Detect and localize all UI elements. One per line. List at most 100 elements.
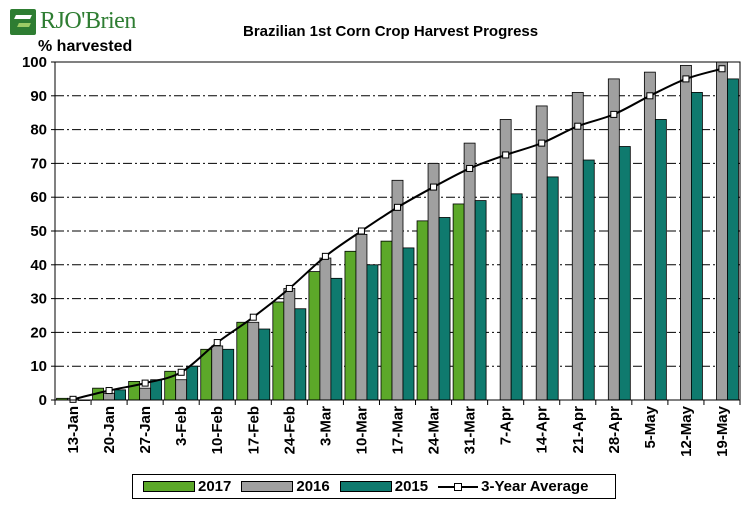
bar-2015-21-Apr (582, 159, 595, 401)
bar-2015-7-Apr (510, 193, 523, 401)
point-3-year-average-10-Feb (213, 339, 221, 347)
bar-2015-12-May (691, 92, 703, 401)
legend-label-2017: 2017 (198, 478, 232, 495)
bar-2016-24-Mar (427, 162, 440, 401)
bar-2016-27-Jan (139, 387, 152, 401)
x-tick-label-10-Feb: 10-Feb (209, 406, 226, 454)
bar-2015-17-Mar (402, 247, 415, 401)
bar-2015-3-Feb (186, 365, 199, 401)
x-tick-label-24-Feb: 24-Feb (281, 406, 298, 454)
x-tick-label-13-Jan: 13-Jan (65, 406, 82, 454)
bar-2015-17-Feb (258, 328, 271, 401)
point-3-year-average-19-May (718, 65, 726, 73)
x-tick-label-27-Jan: 27-Jan (137, 406, 154, 454)
y-tick-label-80: 80 (30, 122, 47, 139)
y-tick-label-30: 30 (30, 291, 47, 308)
point-3-year-average-5-May (646, 92, 654, 100)
x-tick-label-12-May: 12-May (678, 405, 695, 457)
bar-2015-19-May (727, 78, 739, 401)
chart-legend: 2017 2016 2015 3-Year Average (132, 474, 616, 499)
x-tick-label-20-Jan: 20-Jan (101, 406, 118, 454)
bar-2017-17-Mar (380, 240, 393, 401)
x-tick-label-31-Mar: 31-Mar (462, 406, 479, 455)
logo-mark-icon (10, 9, 36, 35)
point-3-year-average-27-Jan (141, 379, 149, 387)
y-tick-label-40: 40 (30, 257, 47, 274)
y-tick-label-10: 10 (30, 358, 47, 375)
bar-2016-10-Feb (211, 345, 224, 401)
bar-2016-5-May (643, 71, 656, 401)
point-3-year-average-13-Jan (69, 395, 77, 403)
bar-2016-19-May (716, 61, 728, 401)
bar-2015-28-Apr (618, 146, 631, 401)
legend-item-3-year-average: 3-Year Average (438, 478, 588, 495)
y-tick-label-60: 60 (30, 189, 47, 206)
point-3-year-average-24-Mar (430, 183, 438, 191)
bar-2017-3-Mar (308, 271, 321, 401)
point-3-year-average-17-Feb (249, 313, 257, 321)
point-3-year-average-10-Mar (357, 227, 365, 235)
bar-2016-7-Apr (499, 119, 512, 401)
bar-2017-17-Feb (236, 321, 249, 401)
logo-text: RJO'Brien (40, 8, 136, 34)
x-tick-label-5-May: 5-May (642, 405, 659, 448)
chart-title: Brazilian 1st Corn Crop Harvest Progress (243, 23, 539, 40)
bar-2015-24-Feb (294, 308, 307, 401)
x-tick-label-21-Apr: 21-Apr (570, 406, 587, 454)
bar-2015-20-Jan (114, 389, 126, 401)
y-tick-label-0: 0 (39, 392, 47, 409)
x-tick-label-17-Feb: 17-Feb (245, 406, 262, 454)
bar-2016-17-Feb (247, 321, 260, 401)
bar-2015-14-Apr (546, 176, 559, 401)
bar-2015-10-Mar (366, 264, 379, 401)
x-tick-label-28-Apr: 28-Apr (606, 406, 623, 454)
y-tick-label-90: 90 (30, 88, 47, 105)
legend-label-2015: 2015 (394, 478, 429, 495)
company-logo: RJO'Brien (10, 6, 150, 42)
legend-swatch-2015 (339, 481, 392, 492)
legend-label-2016: 2016 (296, 478, 330, 495)
bar-2016-17-Mar (391, 179, 404, 401)
bar-2016-10-Mar (355, 233, 368, 401)
bar-2016-20-Jan (103, 392, 115, 401)
y-axis-label: % harvested (38, 38, 133, 55)
bar-2016-3-Feb (175, 379, 188, 401)
x-tick-label-3-Feb: 3-Feb (173, 406, 190, 446)
bar-2015-3-Mar (330, 277, 343, 401)
point-3-year-average-21-Apr (574, 122, 582, 130)
bar-2015-5-May (654, 119, 667, 401)
bar-2016-3-Mar (319, 257, 332, 401)
point-3-year-average-14-Apr (538, 139, 546, 147)
x-tick-label-24-Mar: 24-Mar (426, 406, 443, 455)
x-tick-label-17-Mar: 17-Mar (390, 406, 407, 455)
bar-2017-10-Mar (344, 250, 357, 401)
bar-2016-14-Apr (535, 105, 548, 401)
bar-2016-24-Feb (283, 288, 296, 401)
x-tick-label-14-Apr: 14-Apr (534, 406, 551, 454)
legend-label-3-year-average: 3-Year Average (481, 478, 589, 495)
bar-2017-10-Feb (200, 348, 213, 401)
point-3-year-average-24-Feb (285, 284, 293, 292)
legend-swatch-2016 (241, 481, 294, 492)
y-tick-label-100: 100 (22, 54, 47, 71)
bar-2016-12-May (680, 64, 692, 401)
x-tick-label-3-Mar: 3-Mar (317, 406, 334, 446)
bar-2017-24-Feb (272, 301, 285, 401)
y-tick-label-70: 70 (30, 155, 47, 172)
y-tick-label-50: 50 (30, 223, 47, 240)
y-tick-label-20: 20 (30, 324, 47, 341)
legend-item-2015: 2015 (339, 478, 429, 495)
legend-item-2016: 2016 (241, 478, 330, 495)
bar-2015-10-Feb (222, 348, 235, 401)
bar-2017-24-Mar (416, 220, 429, 401)
point-3-year-average-17-Mar (394, 203, 401, 211)
bar-2015-24-Mar (438, 217, 451, 401)
point-3-year-average-20-Jan (105, 387, 113, 395)
x-tick-label-7-Apr: 7-Apr (498, 406, 515, 445)
x-tick-label-10-Mar: 10-Mar (353, 406, 370, 455)
point-3-year-average-7-Apr (502, 151, 510, 159)
x-tick-label-19-May: 19-May (714, 405, 731, 457)
bar-2017-31-Mar (452, 203, 465, 401)
point-3-year-average-31-Mar (466, 164, 474, 172)
